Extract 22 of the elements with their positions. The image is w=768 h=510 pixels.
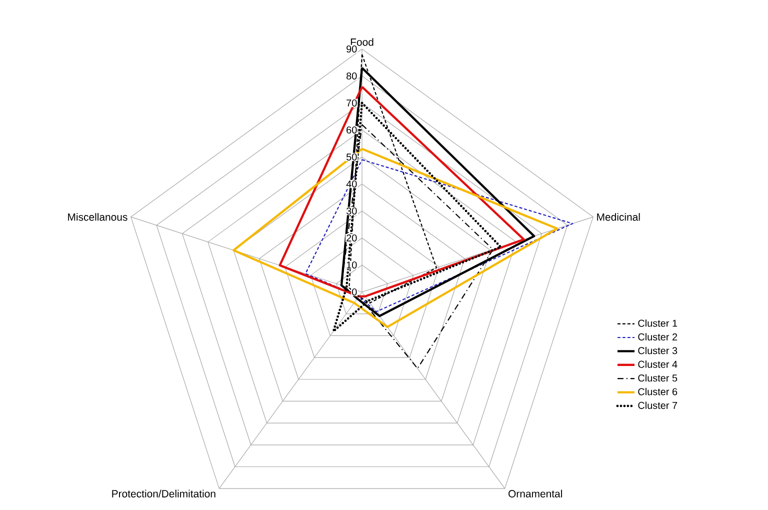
y-tick-label: 10: [346, 261, 357, 269]
y-tick-label: 60: [346, 126, 357, 134]
y-tick-label: 20: [346, 234, 357, 242]
y-tick-label: 0: [352, 288, 357, 296]
legend-label: Cluster 6: [638, 388, 678, 396]
y-tick-label: 40: [346, 180, 357, 188]
spoke-label: Protection/Delimitation: [112, 490, 216, 498]
legend-label: Cluster 1: [638, 319, 678, 327]
legend-label: Cluster 3: [638, 346, 678, 354]
legend-label: Cluster 5: [638, 374, 678, 382]
y-tick-label: 30: [346, 207, 357, 215]
spoke-label: Ornamental: [508, 490, 562, 498]
y-tick-label: 50: [346, 153, 357, 161]
spoke-label: Miscellanous: [68, 213, 128, 221]
legend-label: Cluster 7: [638, 402, 678, 409]
legend-label: Cluster 4: [638, 360, 678, 368]
spoke-label: Medicinal: [597, 213, 640, 221]
y-tick-label: 80: [346, 72, 357, 80]
y-tick-label: 70: [346, 99, 357, 107]
legend-label: Cluster 2: [638, 333, 678, 340]
spoke-label: Food: [350, 38, 374, 46]
y-tick-label: 90: [346, 45, 357, 53]
